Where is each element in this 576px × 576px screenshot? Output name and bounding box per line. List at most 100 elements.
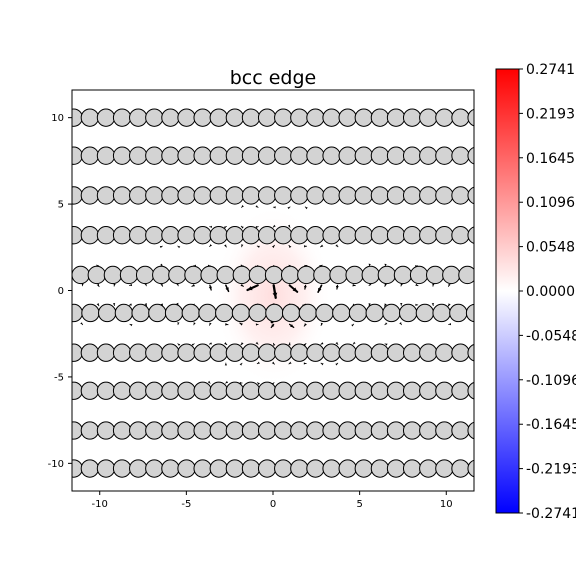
atom: [193, 381, 212, 400]
displacement-arrowhead: [288, 245, 292, 249]
atom: [96, 108, 116, 127]
atom: [338, 226, 357, 245]
atom: [265, 303, 284, 323]
atom: [274, 108, 293, 127]
atom: [241, 459, 261, 478]
atom: [112, 226, 132, 245]
atom: [467, 459, 474, 478]
displacement-arrowhead: [288, 342, 291, 346]
displacement-arrowhead: [320, 244, 324, 247]
atom: [181, 303, 200, 323]
displacement-arrowhead: [225, 380, 229, 384]
atom: [370, 226, 390, 245]
displacement-arrowhead: [273, 343, 276, 346]
atom: [80, 146, 100, 165]
atom: [322, 343, 341, 362]
atom: [274, 459, 293, 478]
atom: [451, 343, 470, 362]
atom: [290, 146, 309, 165]
atom: [112, 381, 132, 400]
atom: [354, 381, 373, 400]
atom: [241, 343, 261, 362]
displacement-arrowhead: [368, 283, 372, 286]
displacement-arrowhead: [209, 322, 212, 326]
atom: [402, 459, 422, 478]
atom: [354, 459, 373, 478]
atom: [145, 108, 164, 127]
atom: [257, 381, 277, 400]
displacement-arrowhead: [257, 382, 260, 385]
atom: [129, 343, 148, 362]
atom: [131, 303, 150, 323]
y-tick-label: -10: [48, 459, 64, 470]
atom: [435, 459, 454, 478]
displacement-arrowhead: [384, 263, 387, 267]
atom: [80, 186, 100, 205]
atom: [354, 146, 373, 165]
colorbar-tick-label: -0.1096: [526, 373, 576, 389]
atom: [232, 265, 251, 285]
atom: [129, 108, 148, 127]
atom: [402, 421, 422, 440]
atom: [177, 343, 196, 362]
atom: [419, 186, 438, 205]
atom: [332, 303, 351, 323]
atom: [348, 303, 368, 323]
atom: [377, 265, 397, 285]
atom: [161, 108, 180, 127]
atom: [467, 146, 474, 165]
displacement-arrowhead: [335, 341, 338, 345]
displacement-arrowhead: [257, 245, 260, 248]
atom: [129, 186, 148, 205]
atom: [145, 146, 164, 165]
atom: [402, 146, 422, 165]
atom: [419, 343, 438, 362]
atom: [129, 459, 148, 478]
displacement-arrowhead: [271, 324, 275, 328]
atom: [365, 303, 384, 323]
atom: [419, 459, 438, 478]
displacement-arrowhead: [255, 341, 259, 345]
atom: [184, 265, 203, 285]
stress-field-peak: [214, 205, 332, 386]
colorbar-tick-label: -0.2741: [526, 506, 576, 522]
atom: [209, 381, 228, 400]
atom: [119, 265, 139, 285]
atom: [370, 381, 390, 400]
displacement-arrowhead: [273, 224, 276, 228]
atom: [281, 303, 301, 323]
atom: [274, 186, 293, 205]
colorbar-tick-label: -0.1645: [526, 417, 576, 433]
colorbar-ticks: 0.2741 0.2193 0.1645 0.1096 0.0548 0.0000 -0.0…: [519, 62, 576, 522]
atom: [161, 186, 180, 205]
displacement-arrowhead: [255, 226, 259, 229]
atom: [193, 226, 212, 245]
atom: [72, 265, 90, 285]
atom: [338, 381, 357, 400]
atom: [193, 459, 212, 478]
atom: [419, 421, 438, 440]
displacement-arrowhead: [415, 283, 419, 286]
atom: [386, 146, 406, 165]
displacement-arrowhead: [431, 303, 435, 306]
atom: [209, 146, 228, 165]
displacement-arrowhead: [191, 343, 195, 346]
displacement-arrowhead: [353, 341, 356, 345]
displacement-arrowhead: [207, 380, 211, 384]
displacement-arrowhead: [271, 245, 275, 249]
displacement-arrowhead: [335, 363, 338, 366]
atom: [87, 265, 106, 285]
atom: [148, 303, 167, 323]
plot-area: -10 -5 0 5 10 -10 -5 0 5 10: [48, 89, 475, 510]
atom: [361, 265, 380, 285]
atom: [338, 108, 357, 127]
atom: [96, 146, 116, 165]
displacement-arrowhead: [303, 343, 307, 346]
atom: [354, 226, 373, 245]
y-tick-label: 10: [51, 113, 64, 124]
displacement-arrowhead: [177, 322, 180, 325]
x-tick-label: 0: [270, 499, 276, 510]
atom: [96, 226, 116, 245]
atom: [145, 186, 164, 205]
atom: [306, 343, 325, 362]
